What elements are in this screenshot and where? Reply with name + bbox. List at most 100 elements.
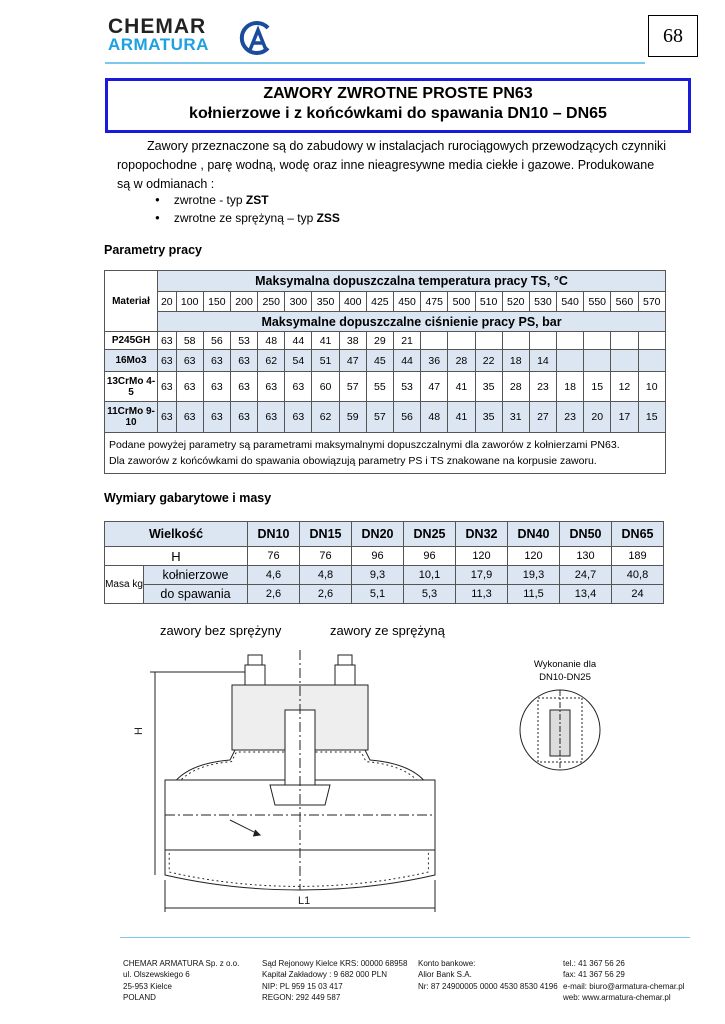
pressure-cell [610,349,639,372]
pressure-cell [528,331,558,350]
footer-line: NIP: PL 959 15 03 417 [262,981,343,991]
h-cell: 76 [247,546,300,566]
footer-contact: tel.: 41 367 56 26 fax: 41 367 56 29 e-mai… [563,958,685,1003]
footer-divider [120,937,690,938]
page-number: 68 [648,15,698,57]
label-spring: zawory ze sprężyną [330,623,445,638]
weld-label: do spawania [143,584,248,604]
h-cell: 120 [455,546,508,566]
temp-cell: 250 [257,291,286,312]
flanged-mass-cell: 4,8 [299,565,352,585]
flanged-mass-cell: 17,9 [455,565,508,585]
detail-circle [519,689,601,771]
temp-cell: 475 [420,291,449,312]
footer-line: Sąd Rejonowy Kielce KRS: 00000 68958 [262,959,408,968]
pressure-cell: 38 [338,331,367,350]
title-line2: kołnierzowe i z końcówkami do spawania D… [189,105,607,122]
pressure-cell [583,331,612,350]
size-header-cell: DN20 [351,521,404,547]
pressure-cell: 12 [610,371,639,402]
logo-armatura: ARMATURA [108,35,209,54]
pressure-cell: 63 [157,401,177,433]
footer-line: ul. Olszewskiego 6 [123,970,190,980]
h-cell: 76 [299,546,352,566]
pressure-cell: 22 [474,349,503,372]
intro-text: Zawory przeznaczone są do zabudowy w ins… [117,137,687,194]
pressure-cell: 15 [637,401,667,433]
pressure-cell: 36 [420,349,449,372]
valve-drawing: H L1 [133,650,436,912]
pressure-cell: 57 [338,371,367,402]
intro-line: Zawory przeznaczone są do zabudowy w ins… [147,139,666,153]
h-label: H [104,546,248,566]
temp-cell: 150 [202,291,231,312]
pressure-cell: 28 [501,371,530,402]
dimension-h: H [133,671,245,875]
material-cell: P245GH [104,331,158,350]
size-header-cell: DN32 [455,521,508,547]
flanged-mass-cell: 40,8 [611,565,664,585]
table-row: 16Mo3 63 63 63 63 62 54 51 47 45 44 36 28 22 18 14 [104,349,667,372]
footer-line: e-mail: biuro@armatura-chemar.pl [563,981,685,991]
pressure-cell: 63 [157,331,177,350]
size-header: Wielkość [104,521,248,547]
table-row: 11CrMo 9-10 63 63 63 63 63 63 62 59 57 56 48 41 35 31 2… [104,401,667,433]
pressure-cell [637,331,667,350]
temp-cell: 550 [583,291,612,312]
material-cell: 11CrMo 9-10 [104,401,158,433]
dimension-l1: L1 [164,880,436,912]
params-note: Podane powyżej parametry są parametrami … [104,432,666,474]
pressure-cell: 56 [202,331,231,350]
svg-text:H: H [133,727,145,735]
temp-cell: 560 [610,291,639,312]
pressure-cell: 63 [175,349,204,372]
footer-line: REGON: 292 449 587 [262,992,341,1002]
pressure-cell: 63 [202,349,231,372]
intro-line: ropopochodne , parę wodną, wodę oraz inn… [117,158,655,172]
title-box: ZAWORY ZWROTNE PROSTE PN63 kołnierzowe i… [105,78,691,133]
pressure-cell: 53 [229,331,259,350]
temp-cell: 540 [556,291,585,312]
intro-line: są w odmianach : [117,177,215,191]
detail-caption: Wykonanie dla DN10-DN25 [533,659,597,683]
footer-registry: Sąd Rejonowy Kielce KRS: 00000 68958 Kapi… [262,958,407,1003]
footer-line: POLAND [123,992,156,1002]
h-cell: 130 [559,546,612,566]
temp-cell: 570 [637,291,667,312]
label-no-spring: zawory bez sprężyny [160,623,282,638]
pressure-cell [583,349,612,372]
params-table: Materiał Maksymalna dopuszczalna temperat… [104,270,667,474]
list-item: zwrotne - typ ZST [155,191,340,209]
footer-line: web: www.armatura-chemar.pl [563,992,671,1002]
size-header-cell: DN10 [247,521,300,547]
valve-body [164,650,436,891]
pressure-cell: 48 [257,331,286,350]
pressure-cell: 63 [284,401,313,433]
weld-mass-cell: 5,1 [351,584,404,604]
weld-mass-cell: 24 [611,584,664,604]
pressure-cell: 63 [175,371,204,402]
pressure-cell [556,331,585,350]
weld-mass-cell: 11,3 [455,584,508,604]
pressure-cell: 55 [365,371,394,402]
pressure-cell: 53 [392,371,422,402]
size-header-cell: DN50 [559,521,612,547]
dims-heading: Wymiary gabarytowe i masy [104,491,272,505]
flanged-mass-cell: 9,3 [351,565,404,585]
flanged-mass-cell: 4,6 [247,565,300,585]
pressure-cell: 63 [229,401,259,433]
pressure-cell: 41 [447,401,476,433]
weld-mass-cell: 11,5 [507,584,560,604]
weld-mass-cell: 5,3 [403,584,456,604]
pressure-cell: 63 [284,371,313,402]
pressure-cell: 63 [257,401,286,433]
pressure-cell: 60 [311,371,340,402]
pressure-cell: 18 [556,371,585,402]
pressure-cell: 31 [501,401,530,433]
list-item: zwrotne ze sprężyną – typ ZSS [155,209,340,227]
temp-cell: 425 [365,291,394,312]
pressure-cell: 51 [311,349,340,372]
h-cell: 96 [403,546,456,566]
pressure-cell: 57 [365,401,394,433]
pressure-cell: 45 [365,349,394,372]
